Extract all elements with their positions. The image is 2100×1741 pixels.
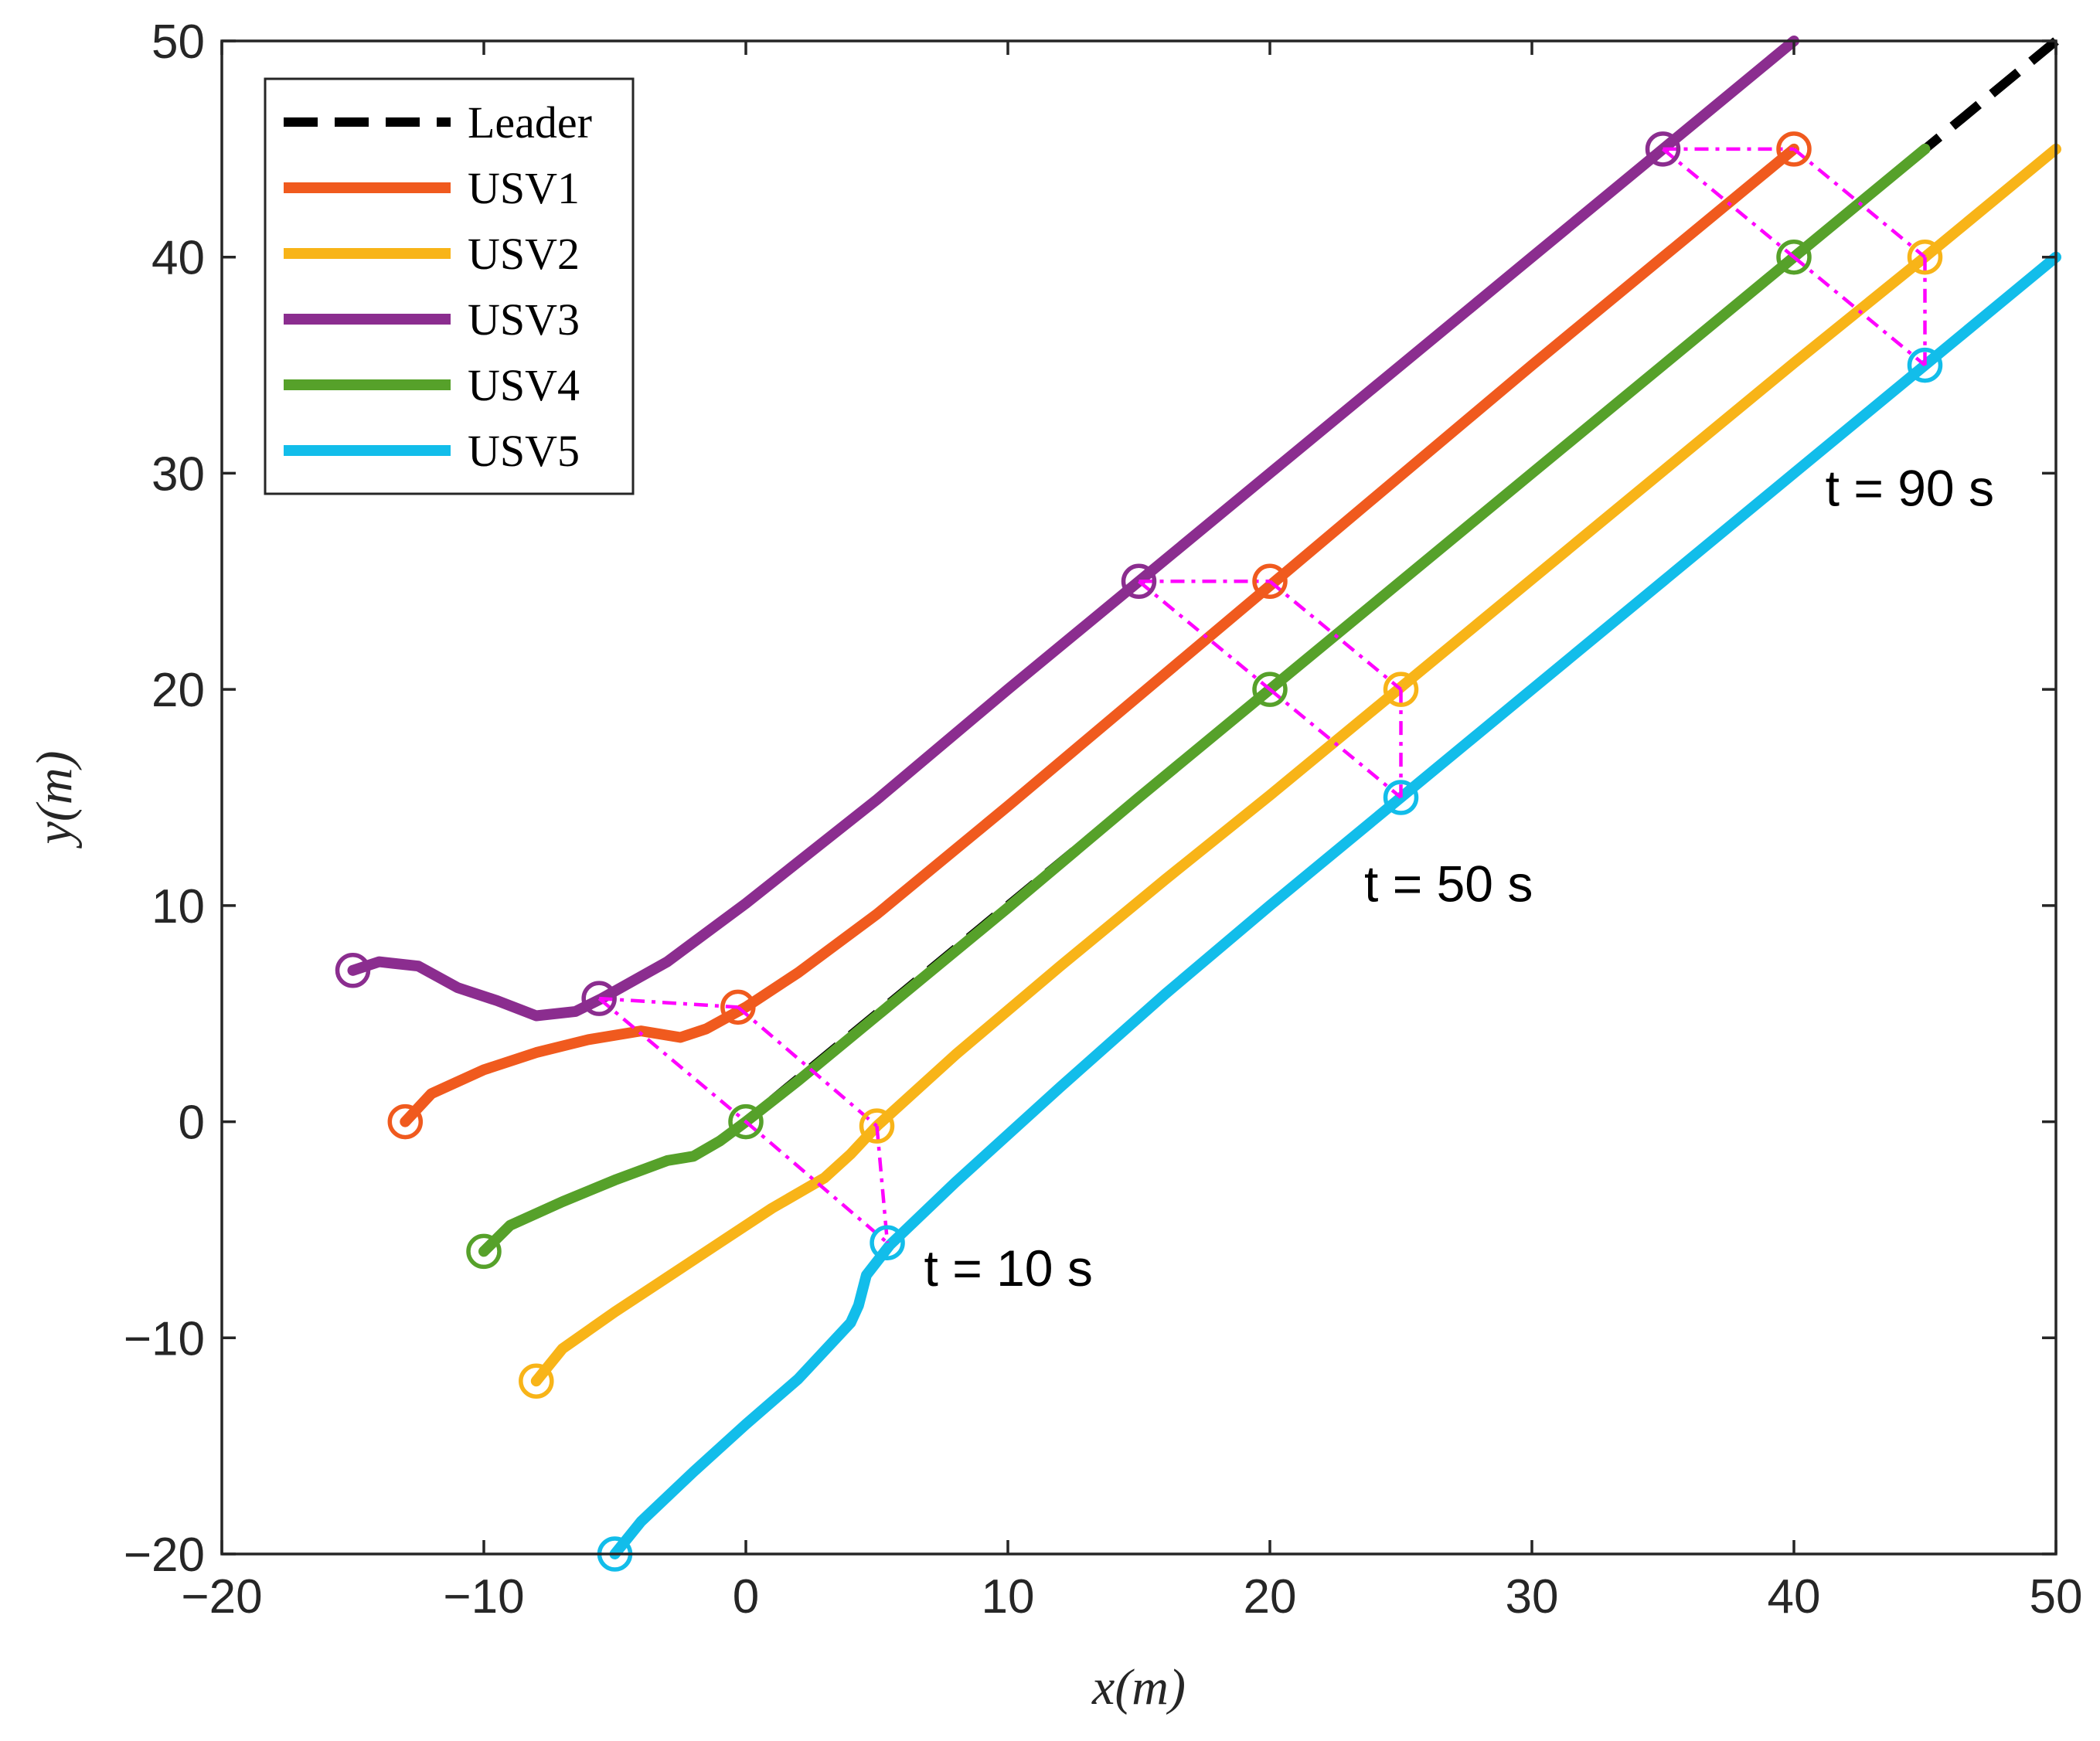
legend-label-usv4: USV4 xyxy=(468,360,580,410)
x-tick-label: 50 xyxy=(2030,1570,2083,1624)
x-tick-label: −20 xyxy=(181,1570,262,1624)
formation-marker-1-usv1 xyxy=(1252,563,1288,600)
start-marker-usv1 xyxy=(387,1103,424,1140)
x-tick-label: 0 xyxy=(733,1570,759,1624)
time-annotation-0: t = 10 s xyxy=(924,1239,1093,1297)
formation-marker-2-usv5 xyxy=(1907,347,1943,383)
axes-box xyxy=(220,39,2057,1556)
time-annotation-1: t = 50 s xyxy=(1364,855,1533,912)
y-axis-label: y(m) xyxy=(26,751,83,849)
legend-label-usv5: USV5 xyxy=(468,426,580,476)
formation-marker-0-usv4 xyxy=(728,1103,764,1140)
time-annotation-2: t = 90 s xyxy=(1826,459,1994,516)
formation-marker-0-usv1 xyxy=(720,989,756,1025)
series-line-usv1 xyxy=(400,143,1799,1127)
formation-marker-0-usv3 xyxy=(581,981,617,1016)
x-tick-label: 10 xyxy=(982,1570,1035,1624)
y-tick-label: 40 xyxy=(151,232,205,285)
y-tick-label: −10 xyxy=(124,1312,205,1365)
formation-link-1-usv3-usv4 xyxy=(1138,580,1271,691)
x-tick-label: 40 xyxy=(1768,1570,1821,1624)
axes-frame xyxy=(220,39,2057,1556)
y-tick-label: 20 xyxy=(151,664,205,717)
start-marker-usv4 xyxy=(466,1233,502,1270)
legend-label-usv2: USV2 xyxy=(468,229,580,279)
formation-marker-0-usv5 xyxy=(870,1225,905,1260)
legend-box xyxy=(264,77,635,495)
start-marker-usv3 xyxy=(335,953,371,988)
formation-marker-2-usv2 xyxy=(1907,239,1943,275)
series-line-usv4 xyxy=(478,143,1931,1257)
formation-link-0-usv2-usv5 xyxy=(875,1125,890,1243)
y-tick-label: 0 xyxy=(179,1097,205,1150)
formation-link-1-usv4-usv5 xyxy=(1268,688,1402,799)
y-tick-label: 10 xyxy=(151,880,205,933)
formation-marker-2-usv1 xyxy=(1776,131,1812,167)
formation-marker-1-usv3 xyxy=(1121,563,1157,600)
annotations: t = 10 s t = 50 s t = 90 s xyxy=(924,459,1994,1297)
formation-marker-1-usv2 xyxy=(1383,672,1419,707)
formation-marker-0-usv2 xyxy=(859,1108,895,1144)
formation-marker-1-usv4 xyxy=(1252,672,1288,707)
legend-label-usv1: USV1 xyxy=(468,163,580,213)
formation-marker-1-usv5 xyxy=(1383,780,1419,815)
formation-marker-2-usv3 xyxy=(1645,131,1681,167)
formation-link-0-usv3-usv1 xyxy=(599,996,738,1009)
legend: Leader USV1 USV2 USV3 USV4 USV5 xyxy=(264,77,635,495)
y-tick-label: −20 xyxy=(124,1528,205,1582)
x-tick-label: 30 xyxy=(1506,1570,1559,1624)
formation-link-0-usv3-usv4 xyxy=(597,997,747,1124)
series-line-usv5 xyxy=(609,251,2061,1559)
plot-content xyxy=(335,36,2061,1572)
y-tick-label: 50 xyxy=(151,15,205,69)
legend-label-leader: Leader xyxy=(468,97,592,148)
formation-marker-2-usv4 xyxy=(1776,239,1812,275)
formation-link-2-usv4-usv5 xyxy=(1792,255,1926,367)
x-tick-label: 20 xyxy=(1244,1570,1297,1624)
y-tick-label: 30 xyxy=(151,447,205,501)
x-tick-label: −10 xyxy=(443,1570,524,1624)
formation-link-1-usv1-usv2 xyxy=(1268,580,1402,691)
formation-link-2-usv1-usv2 xyxy=(1792,148,1926,259)
series-line-usv3 xyxy=(347,36,1799,1022)
legend-label-usv3: USV3 xyxy=(468,294,580,345)
series-line-usv2 xyxy=(530,143,2061,1387)
formation-link-2-usv3-usv4 xyxy=(1662,148,1795,259)
x-axis-label: x(m) xyxy=(1091,1659,1186,1715)
tick-labels: −20 −10 0 10 20 30 40 50 −20 −10 0 10 20 30 40 50 xyxy=(124,15,2083,1624)
start-marker-usv2 xyxy=(519,1363,554,1399)
